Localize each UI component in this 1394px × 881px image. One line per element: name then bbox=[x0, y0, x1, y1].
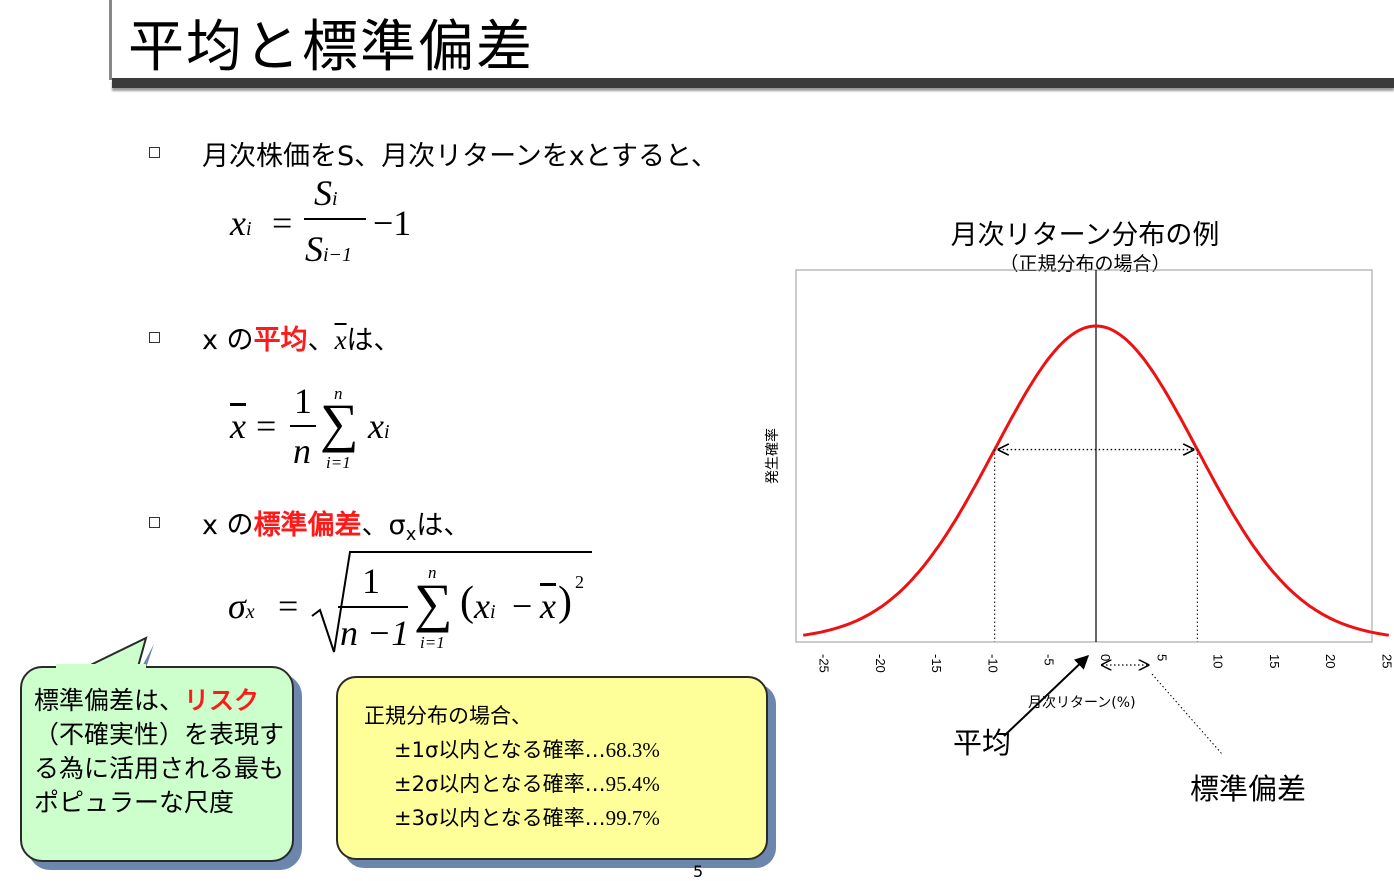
x-tick-label: -25 bbox=[817, 654, 832, 673]
x-tick-label: -15 bbox=[929, 654, 944, 673]
x-tick-label: 15 bbox=[1267, 654, 1282, 668]
sd-annotation: 標準偏差 bbox=[1190, 766, 1306, 808]
x-axis-label: 月次リターン(%) bbox=[1028, 692, 1136, 712]
sd-pointer bbox=[1152, 674, 1222, 754]
x-tick-label: 0 bbox=[1098, 654, 1113, 661]
x-tick-label: 25 bbox=[1380, 654, 1394, 668]
x-tick-label: 5 bbox=[1154, 654, 1169, 661]
mean-annotation: 平均 bbox=[953, 720, 1011, 762]
x-tick-label: -5 bbox=[1042, 654, 1057, 666]
x-tick-label: -20 bbox=[873, 654, 888, 673]
x-tick-label: 10 bbox=[1211, 654, 1226, 668]
x-tick-label: -10 bbox=[985, 654, 1000, 673]
x-tick-label: 20 bbox=[1323, 654, 1338, 668]
